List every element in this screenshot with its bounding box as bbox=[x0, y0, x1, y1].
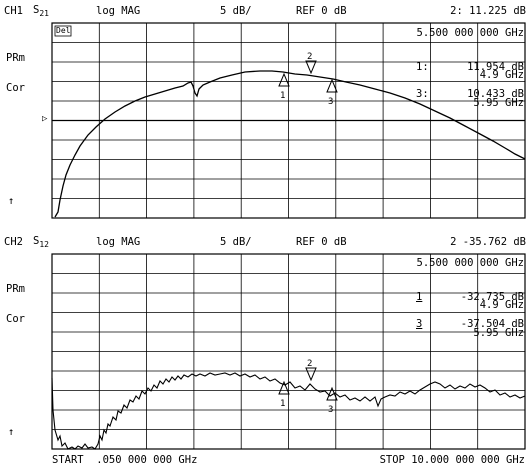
ch1-stimulus-arrow: ↑ bbox=[8, 195, 15, 207]
ch2-marker-frequency: 5.500 000 000 GHz bbox=[416, 257, 524, 269]
ch2-marker-3-readout-label: 3 bbox=[416, 318, 423, 330]
ch1-format[interactable]: log MAG bbox=[96, 5, 141, 17]
ch1-scale[interactable]: 5 dB/ bbox=[220, 5, 252, 17]
ch2-marker-2-label: 2 bbox=[307, 359, 312, 369]
ch1-marker-2-label: 2 bbox=[307, 52, 312, 62]
ch2-channel-label: CH2 bbox=[4, 236, 23, 248]
ch2-param-sub: 12 bbox=[39, 240, 49, 249]
ch1-trace bbox=[54, 70, 526, 218]
ch1-marker-2[interactable]: 2 bbox=[305, 52, 317, 75]
ch1-active-marker-readout: 2: 11.225 dB bbox=[450, 5, 526, 17]
ch1-side-label-cor: Cor bbox=[6, 82, 25, 94]
ch2-active-marker-readout: 2 -35.762 dB bbox=[450, 236, 526, 248]
ch2-scale[interactable]: 5 dB/ bbox=[220, 236, 252, 248]
ch2-marker-1-freq: 4.9 GHz bbox=[479, 299, 524, 311]
ch1-channel-label: CH1 bbox=[4, 5, 23, 17]
ch1-status-box bbox=[54, 25, 72, 37]
ch1-param-letter: S bbox=[33, 4, 40, 16]
ch2-format[interactable]: log MAG bbox=[96, 236, 141, 248]
ch2-param-letter: S bbox=[33, 235, 40, 247]
ch2-marker-1[interactable]: 1 bbox=[278, 380, 290, 409]
ch2-side-label-prm: PRm bbox=[6, 283, 25, 295]
ch1-marker-3-label: 3 bbox=[328, 97, 333, 107]
ch1-parameter[interactable]: S21 bbox=[33, 5, 49, 19]
ch2-marker-3-label: 3 bbox=[328, 405, 333, 415]
ch2-marker-2[interactable]: 2 bbox=[305, 359, 317, 382]
ch2-marker-3[interactable]: 3 bbox=[326, 386, 338, 415]
ch1-side-label-prm: PRm bbox=[6, 52, 25, 64]
ch1-reference-arrow: ▷ bbox=[42, 114, 48, 124]
ch2-marker-1-label: 1 bbox=[280, 399, 285, 409]
ch2-side-label-cor: Cor bbox=[6, 313, 25, 325]
ch2-stimulus-arrow: ↑ bbox=[8, 426, 15, 438]
ch2-marker-3-value: -37.504 dB bbox=[460, 318, 524, 330]
ch1-marker-1[interactable]: 1 bbox=[278, 72, 290, 101]
ch1-graticule bbox=[51, 22, 526, 219]
ch1-marker-3-freq: 5.95 GHz bbox=[473, 97, 524, 109]
ch1-marker-1-freq: 4.9 GHz bbox=[479, 69, 524, 81]
ch1-reference[interactable]: REF 0 dB bbox=[296, 5, 347, 17]
ch1-marker-1-label: 1 bbox=[280, 91, 285, 101]
ch2-trace bbox=[51, 372, 526, 450]
stop-frequency[interactable]: STOP 10.000 000 000 GHz bbox=[379, 454, 525, 466]
ch2-marker-1-value: -32.735 dB bbox=[460, 291, 524, 303]
ch1-marker-1-readout-label: 1: bbox=[416, 61, 429, 73]
ch1-marker-3-value: 10.433 dB bbox=[467, 88, 524, 100]
ch2-marker-3-freq: 5.95 GHz bbox=[473, 327, 524, 339]
ch1-marker-1-value: 11.954 dB bbox=[467, 61, 524, 73]
ch2-marker-1-readout-label: 1 bbox=[416, 291, 423, 303]
ch1-status-text: Del bbox=[56, 26, 71, 35]
ch1-marker-3[interactable]: 3 bbox=[326, 78, 338, 107]
ch2-parameter[interactable]: S12 bbox=[33, 236, 49, 250]
ch1-marker-frequency: 5.500 000 000 GHz bbox=[416, 27, 524, 39]
ch2-graticule bbox=[51, 253, 526, 450]
start-frequency[interactable]: START .050 000 000 GHz bbox=[52, 454, 198, 466]
ch2-reference[interactable]: REF 0 dB bbox=[296, 236, 347, 248]
ch1-marker-3-readout-label: 3: bbox=[416, 88, 429, 100]
ch1-param-sub: 21 bbox=[39, 9, 49, 18]
